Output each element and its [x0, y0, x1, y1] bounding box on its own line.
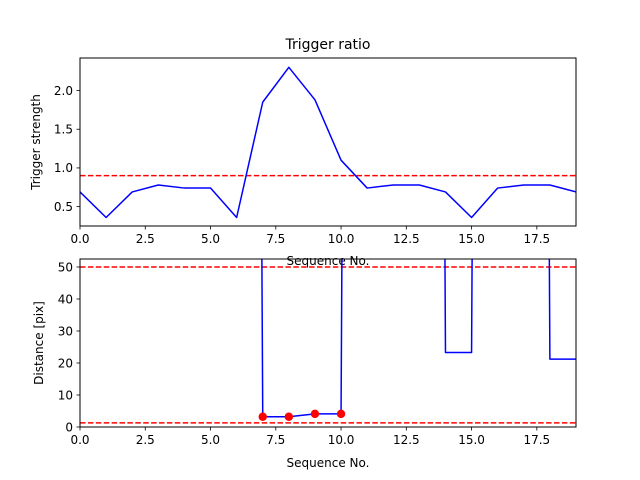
y-tick-label: 20	[58, 356, 73, 370]
x-axis-label: Sequence No.	[287, 456, 370, 470]
x-tick-label: 0.0	[70, 433, 89, 447]
x-tick-label: 12.5	[393, 433, 420, 447]
x-tick-label: 15.0	[458, 232, 485, 246]
y-tick-label: 0	[65, 420, 73, 434]
data-point	[284, 412, 294, 421]
data-point	[336, 409, 346, 419]
x-tick-label: 5.0	[201, 232, 220, 246]
x-tick-label: 5.0	[201, 433, 220, 447]
x-tick-label: 7.5	[266, 433, 285, 447]
distance-chart: 0.0 2.5 5.0 7.5 10.0 12.5 15.0 17.501020304050 …	[32, 258, 577, 470]
chart-title: Trigger ratio	[284, 37, 370, 53]
x-tick-label: 0.0	[70, 232, 89, 246]
y-tick-label: 0.5	[54, 200, 73, 214]
x-tick-label: 7.5	[266, 232, 285, 246]
x-tick-label: 17.5	[523, 232, 550, 246]
data-point	[258, 412, 267, 421]
y-tick-label: 2.0	[54, 84, 73, 98]
trigger-ratio-chart: Trigger ratio 0.0 2.5 5.0 7.5 10.0 12.5 15.0 17…	[29, 37, 577, 268]
x-tick-label: 2.5	[136, 433, 155, 447]
x-tick-label: 17.5	[523, 433, 550, 447]
plot-frame	[79, 258, 577, 428]
y-tick-label: 1.5	[54, 123, 73, 137]
y-axis-label: Trigger strength	[29, 94, 43, 191]
y-tick-label: 30	[58, 324, 73, 338]
x-axis-label: Sequence No.	[287, 254, 370, 268]
series-line	[80, 66, 576, 219]
x-tick-label: 15.0	[458, 433, 485, 447]
x-tick-label: 12.5	[393, 232, 420, 246]
series-line	[261, 259, 576, 418]
y-tick-label: 40	[58, 292, 73, 306]
data-point	[310, 409, 320, 419]
y-tick-label: 50	[58, 260, 73, 274]
plot-frame	[79, 57, 577, 227]
x-tick-label: 2.5	[136, 232, 155, 246]
y-tick-label: 1.0	[54, 161, 73, 175]
x-tick-label: 10.0	[328, 232, 355, 246]
y-axis-label: Distance [pix]	[32, 301, 46, 385]
y-tick-label: 10	[58, 388, 73, 402]
x-tick-label: 10.0	[328, 433, 355, 447]
